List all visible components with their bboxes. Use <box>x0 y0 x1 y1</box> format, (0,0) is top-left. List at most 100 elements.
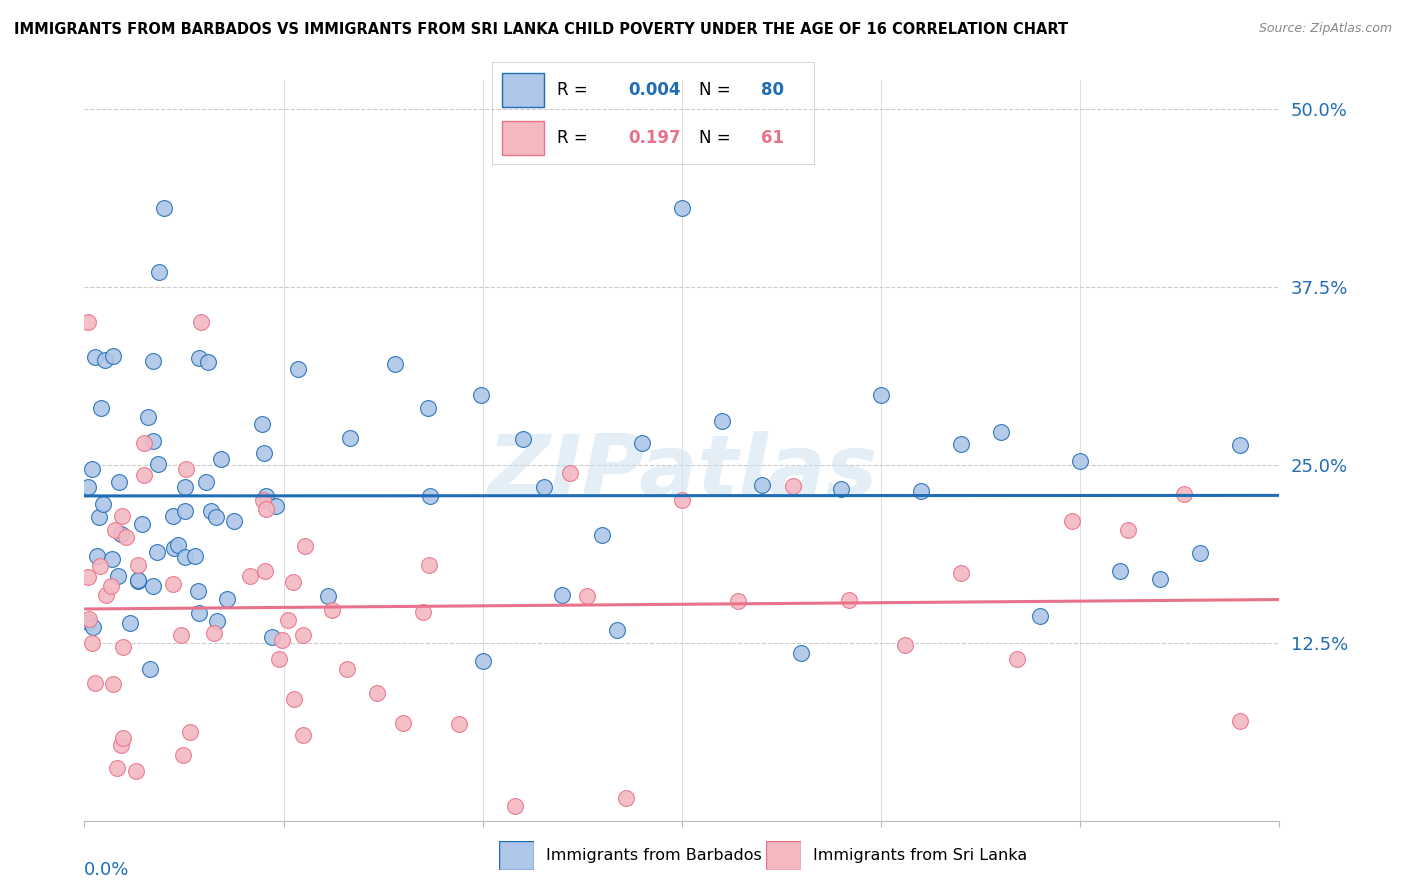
Point <box>1062 514 1084 528</box>
Point <box>412 606 434 620</box>
Point <box>1005 651 1028 665</box>
FancyBboxPatch shape <box>766 841 801 870</box>
Point <box>277 613 299 627</box>
Point <box>260 630 283 644</box>
Point <box>419 489 441 503</box>
Point <box>134 467 156 482</box>
Point <box>1116 523 1139 537</box>
Point <box>188 606 211 620</box>
Point <box>894 639 917 653</box>
Point <box>86 549 108 563</box>
FancyBboxPatch shape <box>502 73 544 106</box>
Point <box>200 504 222 518</box>
Point <box>89 559 111 574</box>
FancyBboxPatch shape <box>502 121 544 155</box>
Point <box>108 475 131 489</box>
Point <box>127 573 149 587</box>
Point <box>239 569 262 583</box>
Point <box>551 588 574 602</box>
Text: Immigrants from Sri Lanka: Immigrants from Sri Lanka <box>813 848 1026 863</box>
Point <box>138 410 160 425</box>
Point <box>170 627 193 641</box>
Text: Immigrants from Barbados: Immigrants from Barbados <box>546 848 761 863</box>
Point <box>838 593 860 607</box>
Text: 61: 61 <box>761 128 783 147</box>
Point <box>316 589 339 603</box>
Point <box>470 388 492 402</box>
Point <box>139 662 162 676</box>
Point <box>91 497 114 511</box>
Text: IMMIGRANTS FROM BARBADOS VS IMMIGRANTS FROM SRI LANKA CHILD POVERTY UNDER THE AG: IMMIGRANTS FROM BARBADOS VS IMMIGRANTS F… <box>14 22 1069 37</box>
Point <box>287 362 309 376</box>
Point <box>83 676 105 690</box>
Point <box>142 578 165 592</box>
Point <box>292 728 315 742</box>
Point <box>179 724 201 739</box>
Point <box>560 466 582 480</box>
Point <box>254 501 277 516</box>
Point <box>209 452 232 467</box>
Point <box>190 315 212 329</box>
Text: 0.0%: 0.0% <box>84 862 129 880</box>
Text: 0.197: 0.197 <box>628 128 681 147</box>
Point <box>283 574 305 589</box>
Point <box>205 614 228 628</box>
Point <box>253 564 276 578</box>
Point <box>1109 564 1132 578</box>
Text: N =: N = <box>699 128 731 147</box>
Point <box>82 620 104 634</box>
Y-axis label: Child Poverty Under the Age of 16: Child Poverty Under the Age of 16 <box>0 309 8 592</box>
Point <box>77 615 100 629</box>
Point <box>173 480 195 494</box>
Point <box>252 492 274 507</box>
Point <box>148 457 170 471</box>
Point <box>533 480 555 494</box>
Point <box>384 357 406 371</box>
Point <box>671 492 693 507</box>
Point <box>195 475 218 489</box>
Point <box>110 738 132 752</box>
Point <box>1029 608 1052 623</box>
Point <box>267 652 290 666</box>
Point <box>830 483 852 497</box>
Text: N =: N = <box>699 80 731 99</box>
Point <box>197 355 219 369</box>
Point <box>727 594 749 608</box>
Point <box>172 747 194 762</box>
Point <box>101 349 124 363</box>
Point <box>163 541 186 556</box>
Point <box>321 603 343 617</box>
Point <box>77 315 100 329</box>
Point <box>146 545 169 559</box>
Point <box>392 715 415 730</box>
Point <box>127 574 149 588</box>
Point <box>447 716 470 731</box>
Point <box>125 764 148 778</box>
Point <box>254 489 277 503</box>
Text: ZIPatlas: ZIPatlas <box>486 431 877 514</box>
Point <box>1229 714 1251 728</box>
Text: 80: 80 <box>761 80 783 99</box>
Point <box>111 509 134 524</box>
Point <box>84 351 107 365</box>
Point <box>112 640 135 654</box>
Point <box>115 530 138 544</box>
Point <box>1069 454 1091 468</box>
Point <box>89 510 111 524</box>
Point <box>105 761 128 775</box>
Point <box>142 434 165 448</box>
Point <box>949 566 972 580</box>
Point <box>142 353 165 368</box>
Point <box>153 202 176 216</box>
Point <box>127 558 149 572</box>
Point <box>264 500 287 514</box>
Point <box>1229 438 1251 452</box>
Point <box>173 503 195 517</box>
Point <box>576 589 599 603</box>
Point <box>174 549 197 564</box>
Point <box>224 514 246 528</box>
Point <box>80 462 103 476</box>
Point <box>990 425 1012 439</box>
Point <box>751 478 773 492</box>
Point <box>366 686 388 700</box>
